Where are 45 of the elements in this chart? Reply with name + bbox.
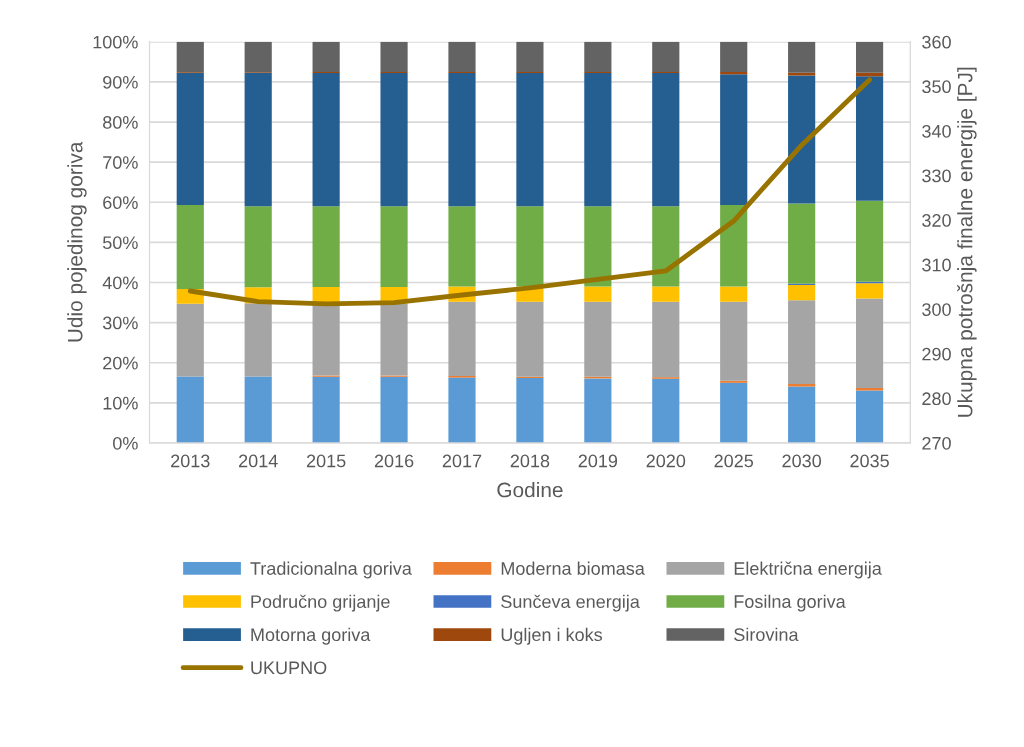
y-tick-label: 60% <box>103 196 138 210</box>
legend-label: Sirovina <box>734 627 799 642</box>
legend-label: Područno grijanje <box>251 594 390 612</box>
y2-axis-title: Ukupna potrošnja finalne energije [PJ] <box>957 67 977 417</box>
y2-tick-label: 360 <box>922 35 951 49</box>
x-tick-label: 2035 <box>850 454 889 468</box>
y2-tick-label: 290 <box>922 347 951 361</box>
legend-label: Fosilna goriva <box>734 594 846 612</box>
x-tick-label: 2013 <box>171 454 210 468</box>
x-tick-label: 2017 <box>442 454 482 468</box>
x-tick-label: 2030 <box>782 454 822 468</box>
legend-label: Tradicionalna goriva <box>250 561 412 579</box>
x-tick-label: 2020 <box>646 454 686 468</box>
x-tick-label: 2018 <box>510 454 550 468</box>
x-tick-label: 2019 <box>578 454 618 468</box>
y-tick-label: 70% <box>103 156 138 169</box>
x-tick-label: 2025 <box>714 454 754 468</box>
y2-tick-label: 330 <box>922 169 951 183</box>
y2-tick-label: 300 <box>922 303 951 316</box>
x-tick-label: 2015 <box>306 454 346 468</box>
legend-label: Sunčeva energija <box>501 594 640 612</box>
y-tick-label: 100% <box>93 35 138 49</box>
y-tick-label: 0% <box>113 436 138 450</box>
legend-label: Električna energija <box>734 561 882 579</box>
legend-label: Ugljen i koks <box>501 627 603 645</box>
x-tick-label: 2014 <box>239 454 278 468</box>
y2-tick-label: 350 <box>922 80 951 94</box>
y2-tick-label: 340 <box>922 124 951 138</box>
legend-label: Moderna biomasa <box>501 561 645 575</box>
x-tick-label: 2016 <box>374 454 414 468</box>
legend-label: UKUPNO <box>251 661 327 675</box>
y-tick-label: 90% <box>103 75 138 89</box>
legend-label: Motorna goriva <box>251 627 371 645</box>
y-tick-label: 20% <box>103 356 138 370</box>
y-tick-label: 80% <box>103 115 138 129</box>
y-tick-label: 50% <box>102 236 138 250</box>
y2-tick-label: 270 <box>922 436 951 450</box>
y2-tick-label: 280 <box>922 392 951 406</box>
x-axis-title: Godine <box>497 482 563 498</box>
y-axis-title: Udio pojedinog goriva <box>67 141 87 342</box>
y2-tick-label: 310 <box>922 258 951 272</box>
y-tick-label: 40% <box>102 276 138 290</box>
y-tick-label: 30% <box>102 316 138 330</box>
y-tick-label: 10% <box>103 396 138 410</box>
y2-tick-label: 320 <box>922 214 951 227</box>
